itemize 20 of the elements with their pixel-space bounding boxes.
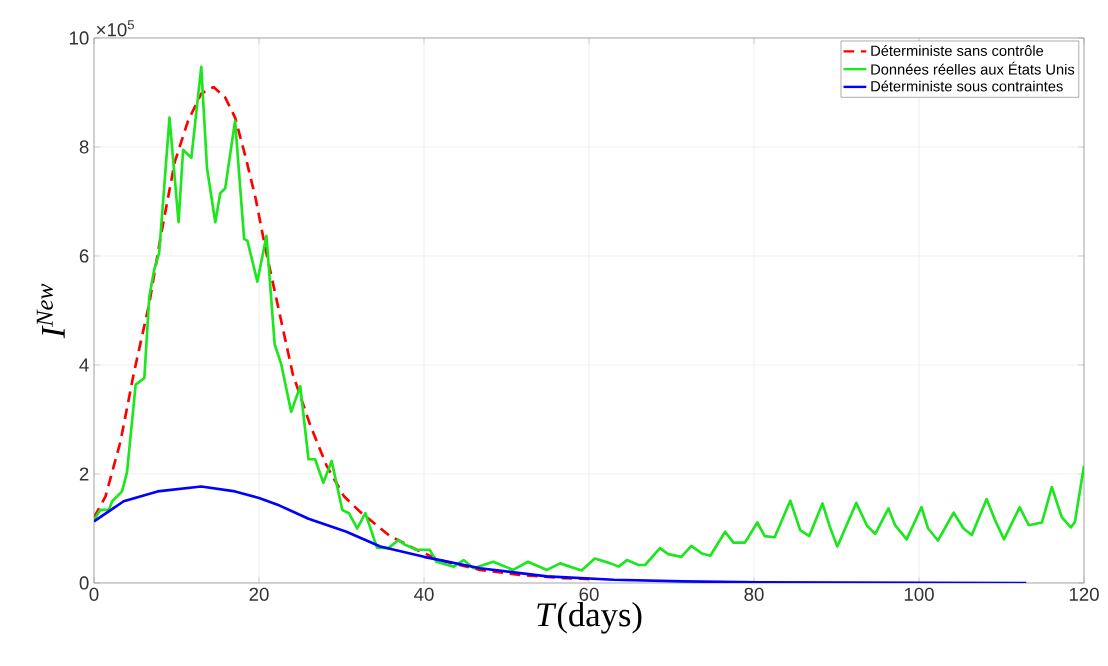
- y-axis-title: I$^{New}$: [36, 283, 65, 339]
- y-tick-label: 4: [79, 358, 89, 372]
- x-tick-label: 100: [904, 587, 934, 601]
- x-tick-label: 20: [249, 587, 269, 601]
- x-tick-label: 60: [579, 587, 599, 601]
- x-tick-label: 120: [1069, 587, 1099, 601]
- x-axis-title: T(days): [537, 602, 642, 634]
- y-tick-label: 0: [79, 576, 89, 590]
- y-tick-label: 10: [69, 31, 89, 45]
- legend-label: Déterministe sans contrôle: [871, 44, 1044, 56]
- legend-label: Déterministe sous contraintes: [871, 80, 1063, 92]
- x-tick-label: 40: [414, 587, 434, 601]
- line-series: [94, 485, 1028, 583]
- x-tick-label: 0: [89, 587, 99, 601]
- legend-label: Données réelles aux États Unis: [871, 61, 1075, 75]
- y-tick-label: 6: [79, 249, 89, 263]
- text: ×10$^{5}$: [96, 20, 134, 37]
- y-tick-label: 8: [79, 140, 89, 154]
- y-tick-label: 2: [79, 467, 89, 481]
- x-tick-label: 80: [744, 587, 764, 601]
